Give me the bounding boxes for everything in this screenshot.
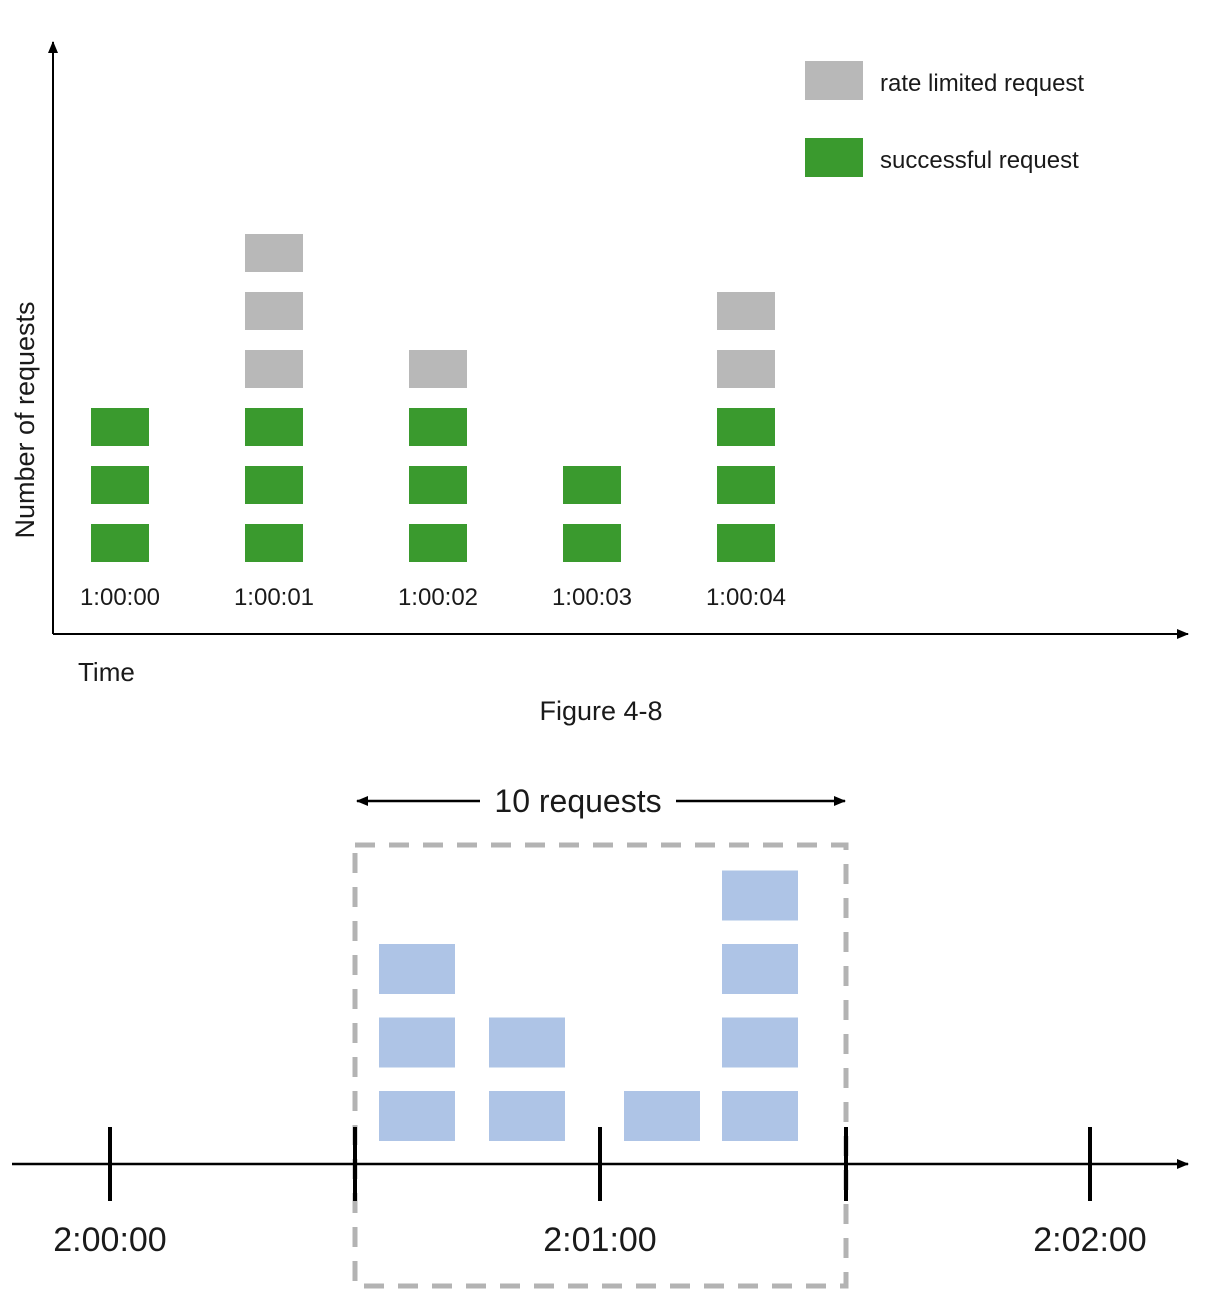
- time-label: 1:00:03: [552, 584, 632, 611]
- rate-limited-request-block: [245, 350, 303, 388]
- request-block: [722, 1017, 798, 1068]
- rate-limited-request-block: [717, 350, 775, 388]
- time-label: 1:00:02: [398, 584, 478, 611]
- timeline-tick-label: 2:02:00: [1033, 1221, 1146, 1259]
- successful-request-block: [563, 524, 621, 562]
- rate-limited-request-block: [245, 292, 303, 330]
- legend-label-rate-limited: rate limited request: [880, 70, 1084, 97]
- request-block: [379, 1091, 455, 1141]
- time-label: 1:00:04: [706, 584, 786, 611]
- rate-limited-request-block: [245, 234, 303, 272]
- successful-request-block: [91, 466, 149, 504]
- timeline-tick-label: 2:00:00: [53, 1221, 166, 1259]
- request-blocks: [91, 234, 775, 562]
- y-axis-label: Number of requests: [10, 301, 40, 538]
- successful-request-block: [91, 408, 149, 446]
- timeline-tick-label: 2:01:00: [543, 1221, 656, 1259]
- request-block: [722, 944, 798, 994]
- request-block: [624, 1091, 700, 1141]
- figure-caption: Figure 4-8: [539, 696, 662, 726]
- window-span-label: 10 requests: [494, 783, 661, 819]
- successful-request-block: [563, 466, 621, 504]
- successful-request-block: [91, 524, 149, 562]
- successful-request-block: [409, 466, 467, 504]
- successful-request-block: [717, 524, 775, 562]
- sliding-window-box: [352, 842, 849, 1289]
- successful-request-block: [409, 408, 467, 446]
- figure1: Number of requests Time rate limited req…: [10, 41, 1189, 726]
- x-axis-label: Time: [78, 657, 135, 687]
- time-label: 1:00:00: [80, 584, 160, 611]
- request-block: [722, 870, 798, 921]
- request-block: [379, 944, 455, 994]
- legend-label-successful: successful request: [880, 147, 1079, 174]
- legend-swatch-rate-limited: [805, 61, 863, 100]
- successful-request-block: [245, 466, 303, 504]
- time-label: 1:00:01: [234, 584, 314, 611]
- timeline-ticks: [108, 1127, 1092, 1201]
- successful-request-block: [245, 408, 303, 446]
- successful-request-block: [717, 466, 775, 504]
- rate-limited-request-block: [717, 292, 775, 330]
- time-labels: 1:00:00 1:00:01 1:00:02 1:00:03 1:00:04: [80, 584, 786, 611]
- rate-limited-request-block: [409, 350, 467, 388]
- request-block: [722, 1091, 798, 1141]
- successful-request-block: [245, 524, 303, 562]
- timeline-tick-labels: 2:00:00 2:01:00 2:02:00: [53, 1221, 1146, 1259]
- successful-request-block: [717, 408, 775, 446]
- request-block: [489, 1017, 565, 1068]
- legend: rate limited request successful request: [805, 61, 1084, 177]
- successful-request-block: [409, 524, 467, 562]
- request-blocks: [379, 870, 798, 1141]
- legend-swatch-successful: [805, 138, 863, 177]
- request-block: [379, 1017, 455, 1068]
- figure2: 10 requests 2:00:00 2:01:00 2:02:00: [12, 783, 1189, 1289]
- request-block: [489, 1091, 565, 1141]
